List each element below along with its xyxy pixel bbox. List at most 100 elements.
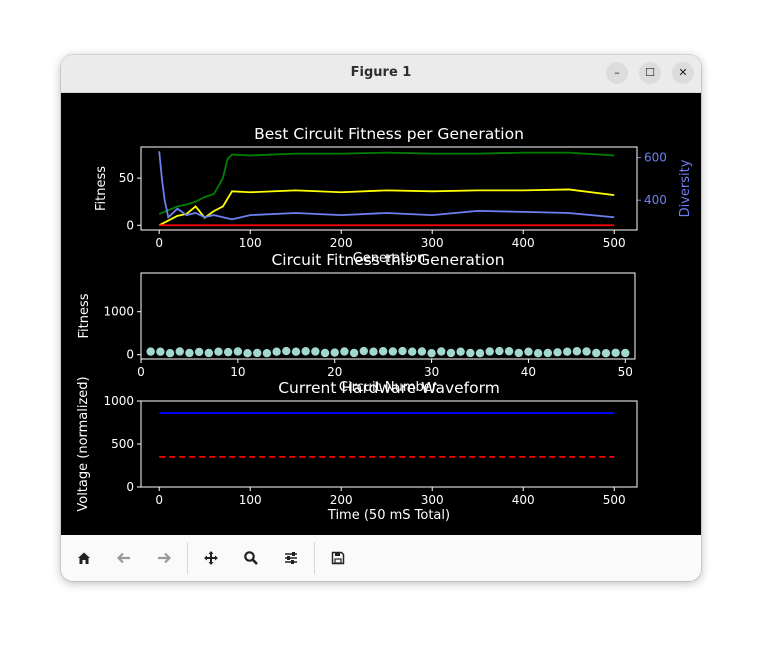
scatter-point <box>330 348 339 357</box>
back-arrow-icon[interactable] <box>109 542 139 574</box>
series-line-0 <box>158 151 615 215</box>
x-tick-label: 400 <box>512 493 535 507</box>
x-tick-label: 100 <box>239 493 262 507</box>
x-tick-label: 200 <box>330 493 353 507</box>
figure-canvas: Best Circuit Fitness per Generation Gener… <box>61 93 701 535</box>
y-tick-label: 0 <box>126 348 134 362</box>
chart-title: Circuit Fitness this Generation <box>271 251 504 269</box>
scatter-point <box>543 348 553 358</box>
x-tick-label: 20 <box>327 365 342 379</box>
scatter-point <box>214 347 223 356</box>
axes-frame <box>140 146 638 231</box>
home-icon[interactable] <box>69 542 99 574</box>
scatter-point <box>272 347 281 356</box>
y-tick-label: 1000 <box>103 305 134 319</box>
minimize-button[interactable]: – <box>606 62 628 84</box>
scatter-point <box>553 348 562 357</box>
y-tick-label: 1000 <box>103 394 134 408</box>
scatter-point <box>146 347 155 356</box>
chart-title: Current Hardware Waveform <box>278 379 500 397</box>
forward-arrow-icon[interactable] <box>149 542 179 574</box>
scatter-point <box>282 346 291 356</box>
y-axis-label: Fitness <box>77 293 92 338</box>
scatter-point <box>243 348 252 358</box>
scatter-point <box>156 347 165 356</box>
toolbar-separator <box>187 542 188 574</box>
configure-subplots-icon[interactable] <box>276 542 306 574</box>
x-axis-label: Generation <box>353 251 426 266</box>
y-tick-label: 0 <box>126 480 134 494</box>
chart-title: Best Circuit Fitness per Generation <box>254 125 524 143</box>
scatter-point <box>504 347 514 356</box>
x-tick-label: 500 <box>603 236 626 250</box>
y2-axis-label: Diversity <box>678 159 693 217</box>
scatter-point <box>320 348 330 358</box>
x-tick-label: 300 <box>421 493 444 507</box>
zoom-icon[interactable] <box>236 542 266 574</box>
scatter-point <box>621 348 630 358</box>
series-line-3 <box>158 151 615 221</box>
scatter-point <box>301 347 310 356</box>
x-tick-label: 200 <box>330 236 353 250</box>
scatter-point <box>601 348 611 358</box>
x-tick-label: 30 <box>424 365 439 379</box>
scatter-point <box>485 347 494 356</box>
title-bar: Figure 1 – ☐ ✕ <box>61 55 701 93</box>
scatter-point <box>359 346 368 356</box>
scatter-point <box>524 347 533 356</box>
x-tick-label: 0 <box>155 236 163 250</box>
scatter-point <box>388 347 398 356</box>
scatter-point <box>466 348 475 358</box>
maximize-button[interactable]: ☐ <box>639 62 661 84</box>
figure-svg: Best Circuit Fitness per Generation Gener… <box>76 125 693 523</box>
scatter-point <box>592 348 601 358</box>
y2-tick-label: 600 <box>644 151 667 165</box>
scatter-point <box>495 346 504 356</box>
scatter-point <box>456 347 465 356</box>
pan-move-icon[interactable] <box>196 542 226 574</box>
close-button[interactable]: ✕ <box>672 62 694 84</box>
x-tick-label: 0 <box>137 365 145 379</box>
scatter-point <box>582 347 591 356</box>
scatter-point <box>233 347 243 356</box>
scatter-point <box>427 348 436 358</box>
scatter-point <box>253 348 262 358</box>
scatter-point <box>311 347 320 356</box>
x-tick-label: 300 <box>421 236 444 250</box>
series-line-1 <box>158 188 615 227</box>
x-tick-label: 10 <box>230 365 245 379</box>
scatter-point <box>194 347 204 357</box>
scatter-point <box>408 347 417 356</box>
scatter-point <box>611 348 620 357</box>
scatter-point <box>175 347 184 356</box>
scatter-point <box>369 347 378 356</box>
scatter-point <box>417 347 427 356</box>
y2-tick-label: 400 <box>644 193 667 207</box>
x-tick-label: 100 <box>239 236 262 250</box>
scatter-point <box>165 348 175 358</box>
scatter-point <box>562 347 572 356</box>
scatter-point <box>572 347 582 356</box>
scatter-point <box>398 346 407 356</box>
axes-frame <box>140 272 636 360</box>
scatter-point <box>185 348 194 358</box>
scatter-point <box>446 348 456 358</box>
x-axis-label: Circuit Number <box>339 380 438 395</box>
toolbar-separator <box>314 542 315 574</box>
y-axis-label: Fitness <box>94 166 109 211</box>
y-tick-label: 50 <box>119 171 134 185</box>
scatter-point <box>340 347 349 356</box>
scatter-point <box>514 348 523 358</box>
y-axis-label: Voltage (normalized) <box>76 376 91 511</box>
scatter-point <box>475 348 485 358</box>
scatter-point <box>349 348 359 358</box>
save-icon[interactable] <box>323 542 353 574</box>
y-tick-label: 0 <box>126 218 134 232</box>
figure-window: Figure 1 – ☐ ✕ Best Circuit Fitness per … <box>61 55 701 581</box>
scatter-point <box>291 347 301 356</box>
x-tick-label: 0 <box>155 493 163 507</box>
scatter-point <box>533 348 543 358</box>
scatter-point <box>437 347 446 356</box>
window-title: Figure 1 <box>350 65 412 80</box>
navigation-toolbar <box>61 535 701 581</box>
